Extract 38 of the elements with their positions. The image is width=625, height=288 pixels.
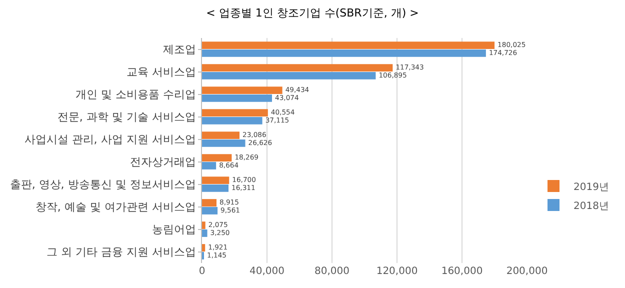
y-tick-label: 전자상거래업 (130, 156, 196, 169)
bar (202, 229, 208, 237)
y-tick-label: 출판, 영상, 방송통신 및 정보서비스업 (10, 178, 196, 192)
y-tick-label: 교육 서비스업 (126, 66, 196, 79)
bar (202, 176, 230, 184)
bar (202, 162, 216, 170)
bar (202, 64, 393, 72)
y-tick-label: 전문, 과학 및 기술 서비스업 (57, 110, 196, 124)
x-tick-label: 120,000 (376, 266, 418, 277)
x-tick-label: 80,000 (314, 266, 350, 277)
legend-label: 2018년 (574, 200, 609, 212)
y-tick-label: 그 외 기타 금융 지원 서비스업 (46, 246, 196, 259)
bar (202, 206, 218, 214)
y-tick-label: 개인 및 소비용품 수리업 (75, 88, 196, 102)
x-tick-label: 160,000 (441, 266, 483, 277)
bar (202, 42, 495, 50)
bar (202, 72, 376, 80)
bar (202, 184, 229, 192)
bar (202, 139, 246, 147)
bar (202, 222, 206, 230)
y-tick-label: 창작, 예술 및 여가관련 서비스업 (35, 200, 196, 214)
x-tick-label: 40,000 (250, 266, 284, 277)
y-tick-label: 사업시설 관리, 사업 지원 서비스업 (24, 133, 196, 146)
bar (202, 199, 216, 207)
x-tick-label: 200,000 (506, 266, 548, 277)
y-tick-label: 농림어업 (152, 223, 196, 236)
y-tick-label: 제조업 (162, 43, 196, 56)
x-tick-label: 0 (198, 266, 206, 277)
bar (202, 244, 206, 252)
bar (202, 109, 268, 117)
bar (202, 86, 282, 94)
bar (202, 116, 262, 124)
bar (202, 94, 272, 102)
bar (202, 132, 240, 140)
chart-title: < 업종별 1인 창조기업 수(SBR기준, 개) > (206, 6, 419, 20)
legend-label: 2019년 (574, 182, 609, 193)
bar (202, 154, 232, 162)
bar (202, 49, 486, 57)
